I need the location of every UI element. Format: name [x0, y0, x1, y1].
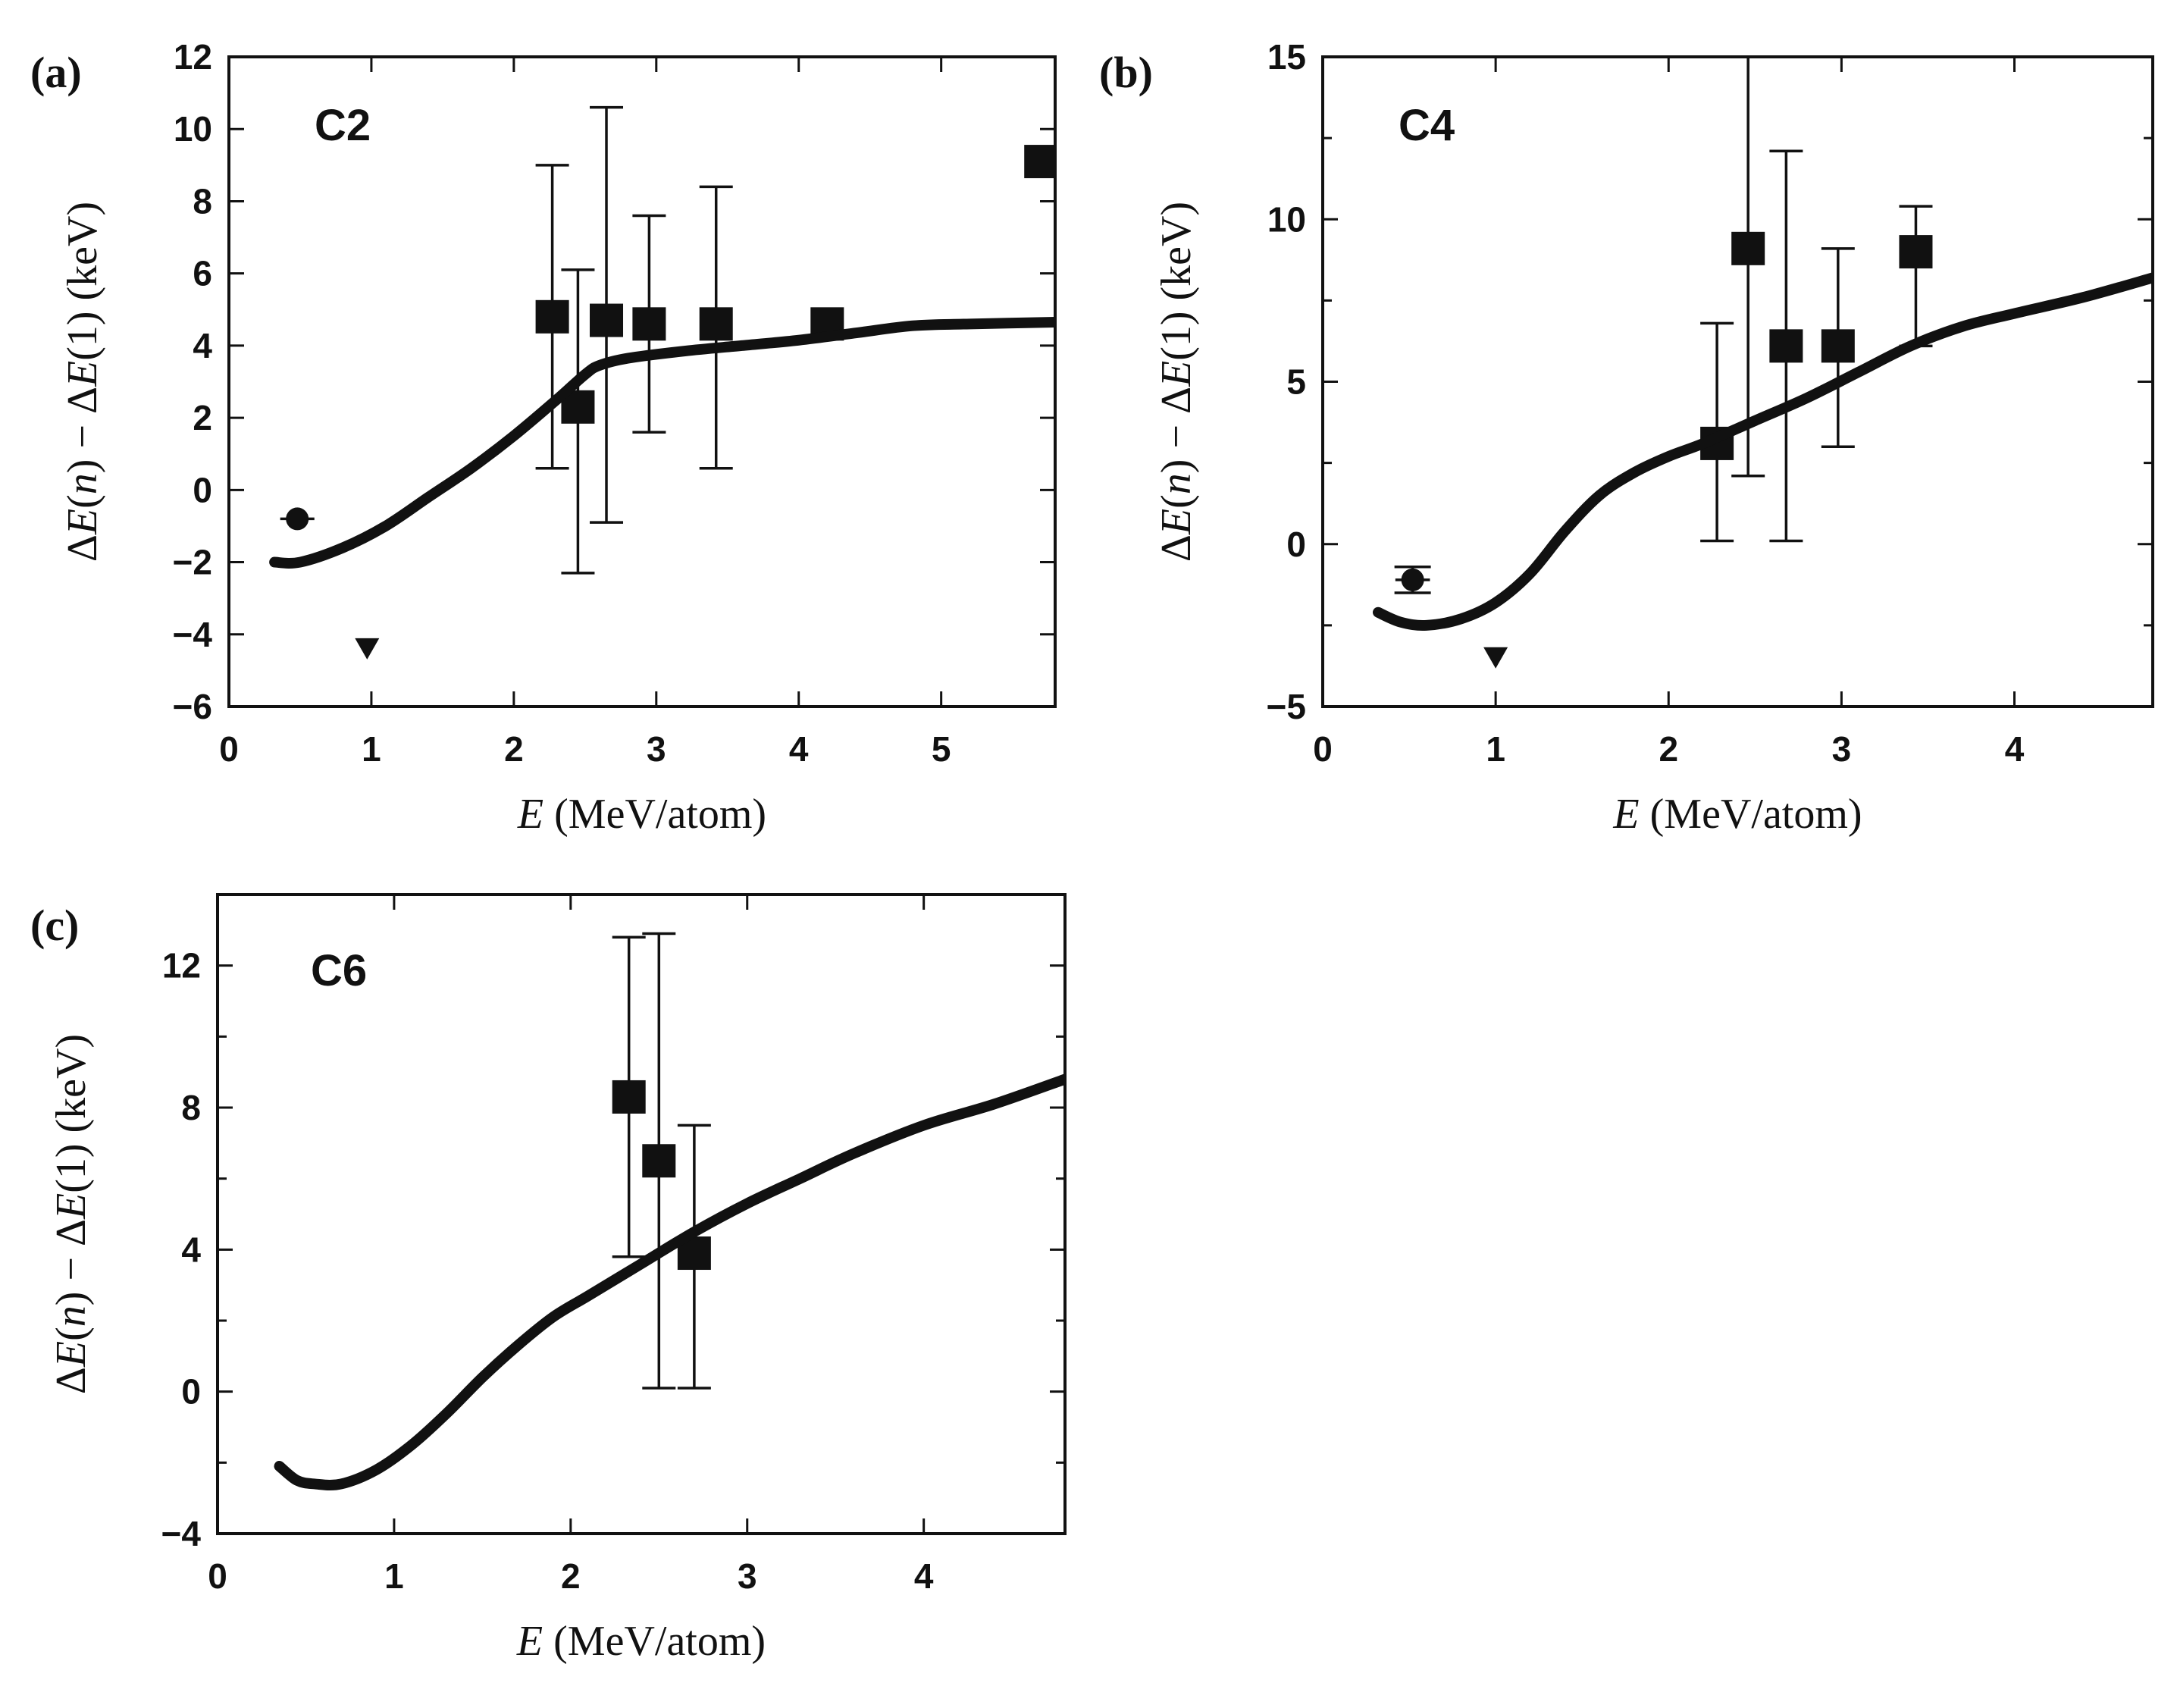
x-tick-label: 3 [647, 729, 666, 769]
y-tick-label: 10 [1267, 199, 1306, 239]
theory-curve [269, 316, 1055, 569]
x-tick-label: 4 [914, 1556, 934, 1596]
plot-area [269, 105, 1055, 660]
panel-label: (a) [30, 48, 82, 97]
plot-frame [227, 55, 1057, 708]
y-tick-label: −4 [161, 1514, 202, 1553]
y-tick-label: 12 [174, 37, 212, 77]
y-tick-label: 5 [1286, 362, 1306, 402]
x-tick-label: 2 [1659, 729, 1678, 769]
theory-curve [1373, 272, 2153, 631]
y-axis-label: ΔE(n) − ΔE(1) (keV) [48, 1034, 95, 1394]
y-tick-label: 0 [1286, 525, 1306, 564]
x-tick-label: 0 [208, 1556, 227, 1596]
square-marker [535, 299, 569, 334]
x-tick-label: 3 [1832, 729, 1852, 769]
panel-title: C2 [315, 101, 371, 150]
panel-label: (c) [30, 901, 79, 950]
y-tick-label: 15 [1267, 37, 1306, 77]
circle-marker [286, 507, 309, 531]
square-marker [612, 1080, 646, 1114]
triangle-marker [1483, 647, 1508, 669]
square-marker [1821, 329, 1855, 363]
y-tick-label: −6 [173, 687, 212, 726]
x-tick-label: 1 [362, 729, 381, 769]
plot-area [1373, 57, 2153, 669]
x-tick-label: 5 [932, 729, 951, 769]
x-tick-label: 1 [384, 1556, 404, 1596]
x-tick-label: 3 [738, 1556, 757, 1596]
x-tick-label: 1 [1486, 729, 1505, 769]
y-axis-label: ΔE(n) − ΔE(1) (keV) [1153, 202, 1200, 562]
y-tick-label: 0 [193, 470, 212, 509]
y-tick-label: 0 [181, 1372, 201, 1412]
y-tick-label: 8 [181, 1088, 201, 1127]
y-tick-label: 12 [162, 946, 201, 986]
x-axis-label: E (MeV/atom) [516, 1618, 766, 1665]
y-tick-label: 2 [193, 398, 212, 437]
square-marker [632, 307, 666, 341]
plot-frame [216, 893, 1067, 1535]
square-marker [1769, 329, 1803, 363]
y-tick-label: −4 [173, 615, 213, 654]
plot-frame [1321, 55, 2154, 708]
y-tick-label: −5 [1267, 687, 1306, 726]
panel-title: C4 [1399, 101, 1455, 150]
y-tick-label: −2 [173, 543, 212, 582]
x-axis-label: E (MeV/atom) [517, 791, 766, 838]
square-marker [1731, 231, 1765, 265]
panel-title: C6 [311, 946, 367, 995]
x-tick-label: 4 [789, 729, 809, 769]
y-tick-label: 8 [193, 181, 212, 221]
y-tick-label: 6 [193, 254, 212, 293]
y-axis-label: ΔE(n) − ΔE(1) (keV) [59, 202, 106, 562]
plot-area [274, 932, 1065, 1491]
triangle-marker [355, 638, 380, 660]
square-marker [1024, 145, 1055, 179]
square-marker [642, 1144, 676, 1178]
circle-marker [1401, 568, 1424, 591]
panel-label: (b) [1099, 48, 1153, 97]
x-axis-label: E (MeV/atom) [1612, 791, 1862, 838]
x-tick-label: 2 [561, 1556, 581, 1596]
x-tick-label: 2 [504, 729, 524, 769]
y-tick-label: 10 [174, 109, 212, 149]
theory-curve [274, 1073, 1065, 1491]
square-marker [699, 307, 733, 341]
square-marker [590, 303, 624, 337]
y-tick-label: 4 [181, 1230, 201, 1269]
x-tick-label: 0 [1313, 729, 1333, 769]
x-tick-label: 0 [219, 729, 239, 769]
x-tick-label: 4 [2005, 729, 2025, 769]
y-tick-label: 4 [193, 326, 212, 365]
square-marker [1899, 235, 1933, 269]
